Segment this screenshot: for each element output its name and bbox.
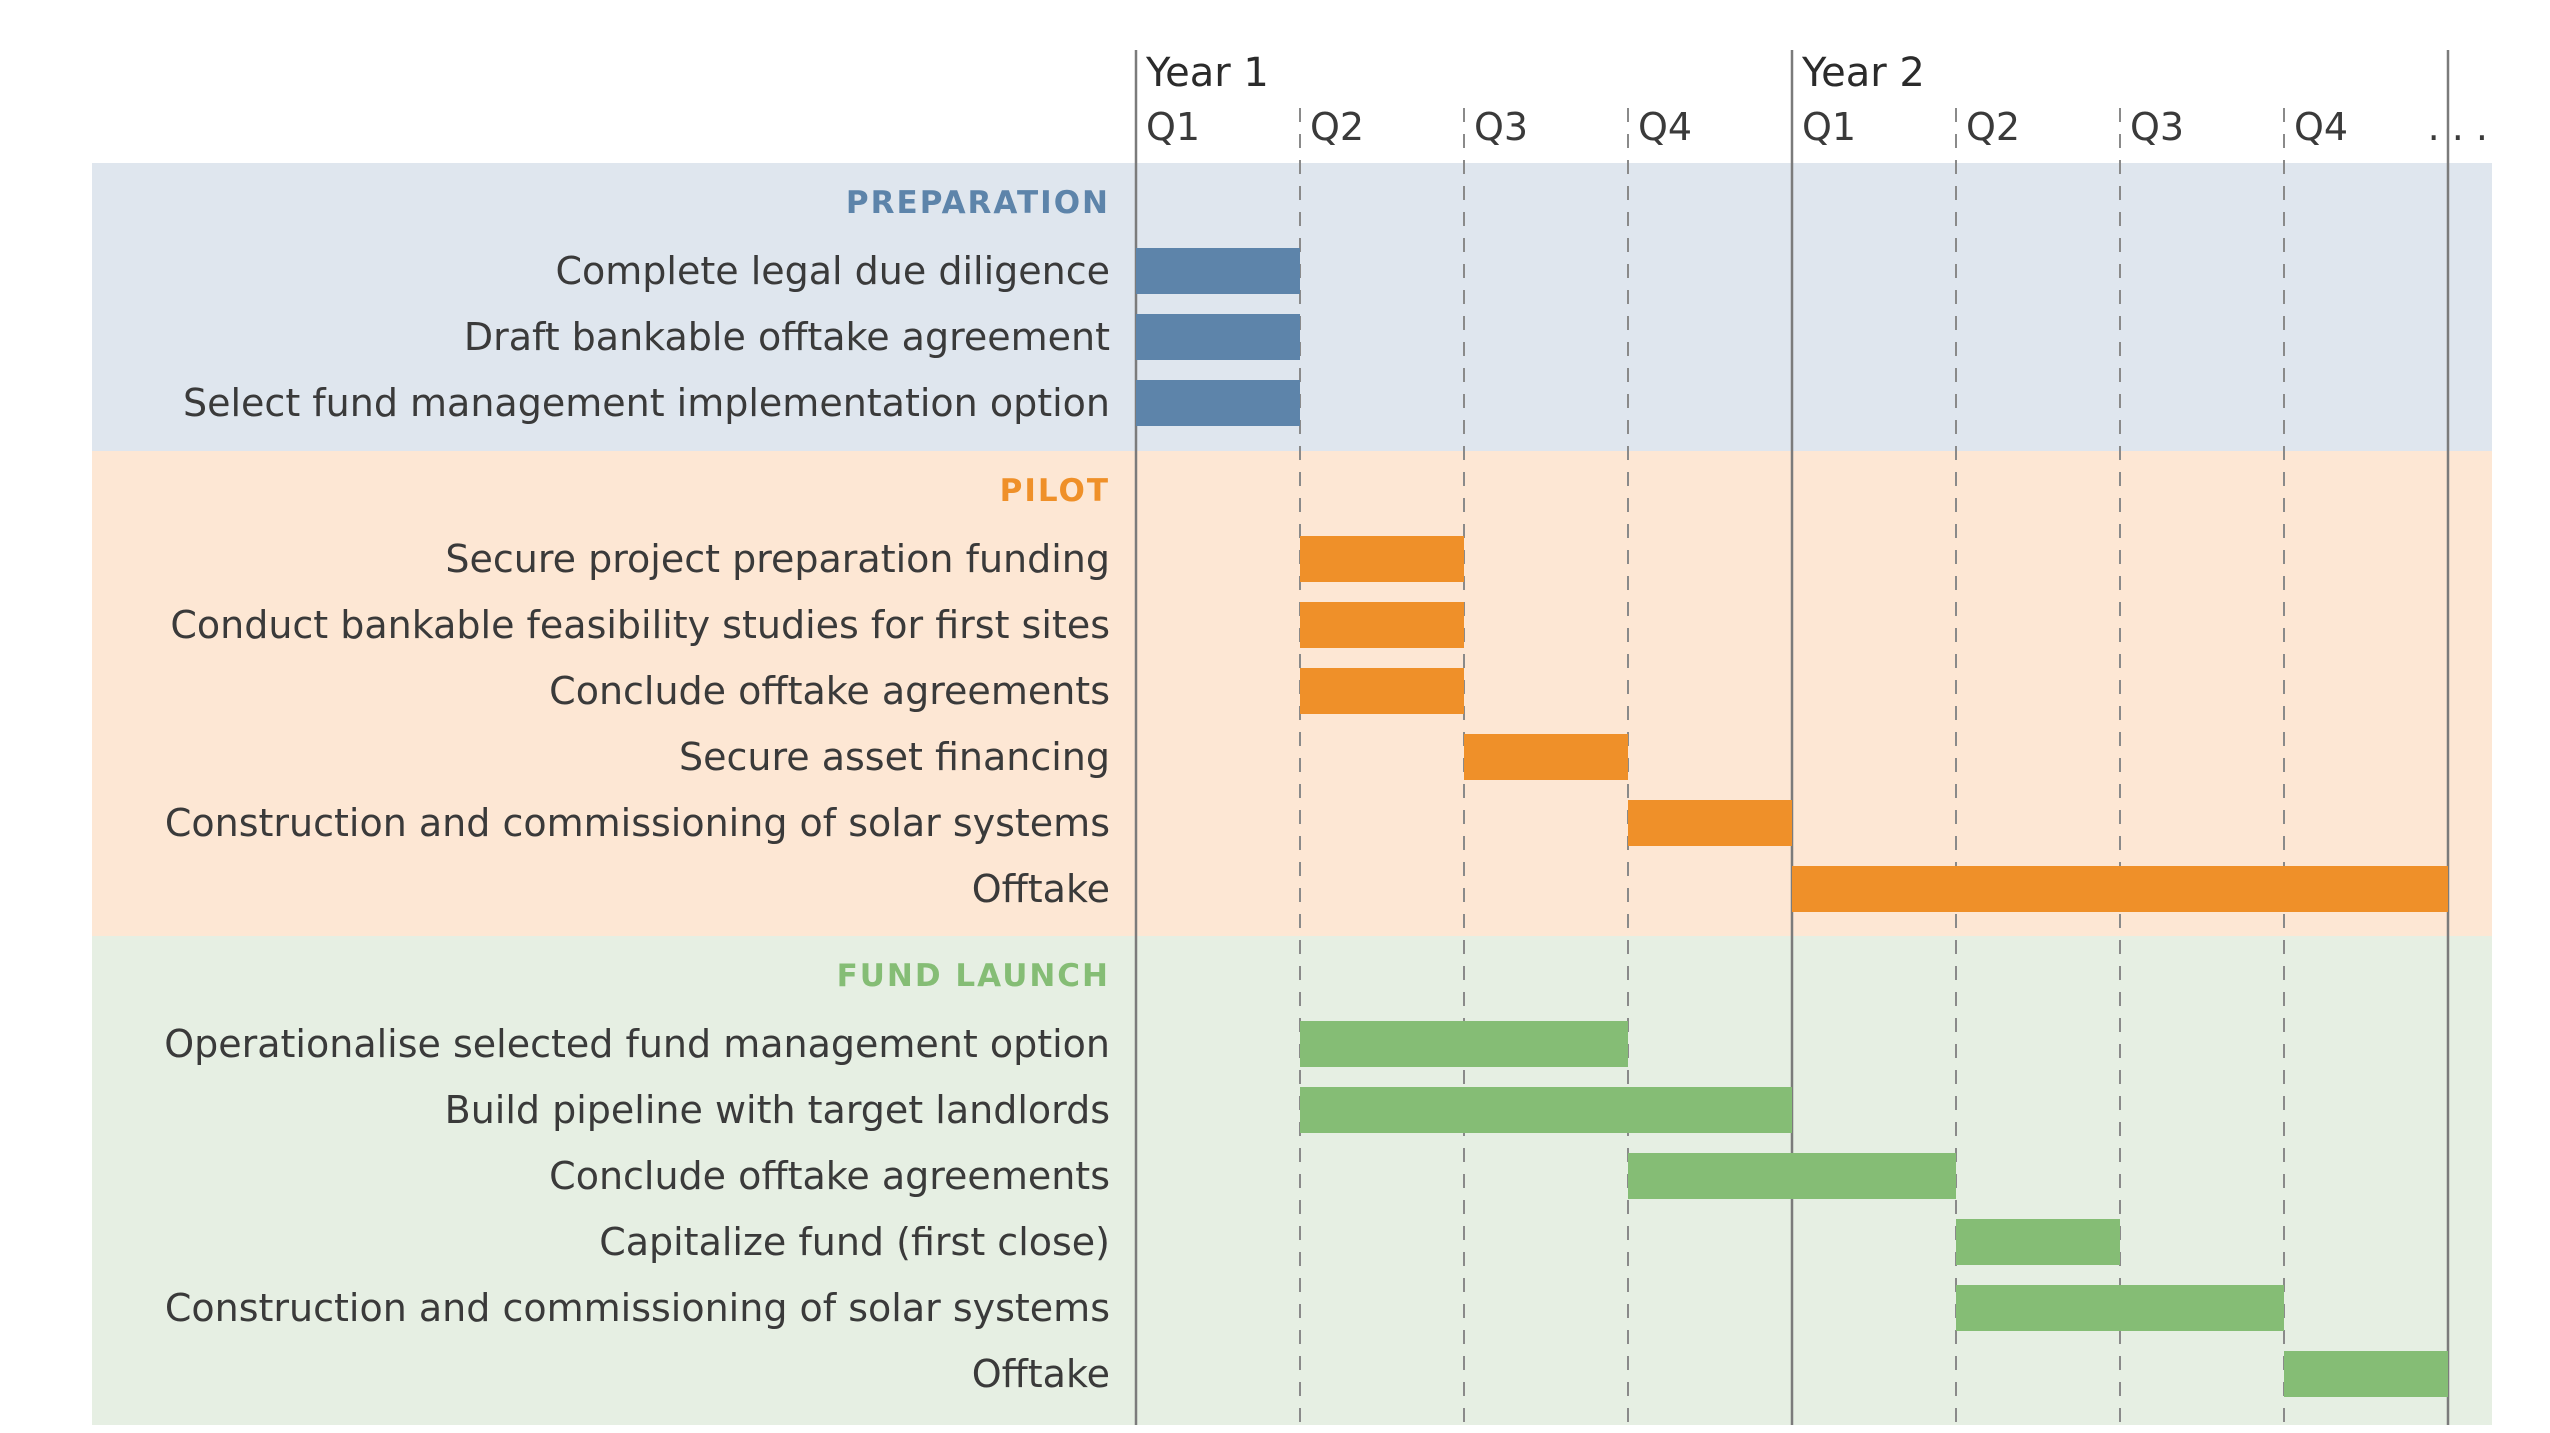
section-background-2: [92, 936, 2492, 1425]
quarter-label: Q2: [1310, 105, 1364, 149]
task-labels: PREPARATION Complete legal due diligence D…: [164, 185, 1110, 1396]
task-label: Secure project preparation funding: [445, 537, 1110, 581]
task-label: Draft bankable offtake agreement: [464, 315, 1110, 359]
quarter-label: Q1: [1802, 105, 1856, 149]
year-label: Year 1: [1145, 50, 1269, 96]
task-label: Offtake: [972, 867, 1110, 911]
task-bars: [1136, 248, 2448, 1397]
task-bar: [1956, 1285, 2284, 1331]
quarter-label: Q1: [1146, 105, 1200, 149]
task-label: Operationalise selected fund management …: [164, 1022, 1110, 1066]
continuation-marker: . . .: [2428, 105, 2488, 149]
task-label: Conclude offtake agreements: [549, 1154, 1110, 1198]
task-bar: [1136, 380, 1300, 426]
task-label: Build pipeline with target landlords: [445, 1088, 1110, 1132]
task-bar: [1300, 1087, 1792, 1133]
section-title: PREPARATION: [846, 185, 1110, 221]
timeline-header: Year 1 Year 2 Q1 Q2 Q3 Q4 Q1 Q2 Q3 Q4 . . .: [1145, 50, 2488, 149]
task-label: Conduct bankable feasibility studies for…: [170, 603, 1110, 647]
task-label: Construction and commissioning of solar …: [165, 1286, 1110, 1330]
task-label: Construction and commissioning of solar …: [165, 801, 1110, 845]
task-label: Conclude offtake agreements: [549, 669, 1110, 713]
task-bar: [1136, 314, 1300, 360]
section-background-1: [92, 451, 2492, 940]
task-label: Secure asset financing: [679, 735, 1110, 779]
task-bar: [1628, 800, 1792, 846]
task-label: Capitalize fund (first close): [599, 1220, 1110, 1264]
task-bar: [1300, 602, 1464, 648]
task-bar: [1136, 248, 1300, 294]
task-bar: [1300, 1021, 1628, 1067]
quarter-label: Q3: [2130, 105, 2184, 149]
section-title: FUND LAUNCH: [837, 958, 1110, 994]
task-bar: [1628, 1153, 1956, 1199]
year-label: Year 2: [1801, 50, 1925, 96]
section-backgrounds: [92, 163, 2492, 1425]
task-bar: [1300, 668, 1464, 714]
quarter-label: Q4: [1638, 105, 1692, 149]
task-bar: [1464, 734, 1628, 780]
quarter-label: Q2: [1966, 105, 2020, 149]
task-bar: [1956, 1219, 2120, 1265]
task-bar: [2284, 1351, 2448, 1397]
quarter-label: Q3: [1474, 105, 1528, 149]
section-title: PILOT: [1000, 473, 1110, 509]
task-label: Offtake: [972, 1352, 1110, 1396]
task-bar: [1300, 536, 1464, 582]
task-label: Select fund management implementation op…: [183, 381, 1110, 425]
task-bar: [1792, 866, 2448, 912]
quarter-label: Q4: [2294, 105, 2348, 149]
task-label: Complete legal due diligence: [555, 249, 1110, 293]
